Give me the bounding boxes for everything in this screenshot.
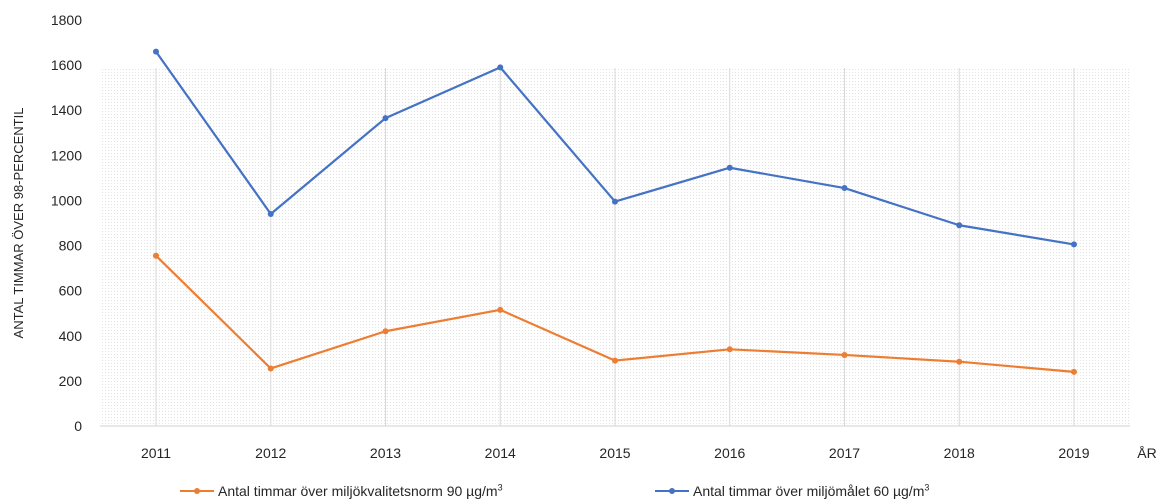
series-2-point-2011: [153, 48, 159, 55]
x-axis-ticks: 2011 2012 2013 2014 2015 2016 2017 2018 2019: [141, 445, 1090, 461]
x-tick-2016: 2016: [714, 445, 745, 461]
series-2: [153, 48, 1077, 248]
y-tick-1000: 1000: [51, 192, 82, 208]
y-tick-200: 200: [59, 373, 83, 389]
series-1-point-2013: [382, 328, 389, 335]
series-2-point-2019: [1071, 241, 1077, 248]
y-axis-ticks: 0 200 400 600 800 1000 1200 1400 1600 1800: [51, 12, 82, 434]
series-2-point-2015: [612, 198, 618, 205]
series-1-point-2012: [267, 365, 274, 372]
x-tick-2011: 2011: [141, 445, 171, 461]
y-tick-1400: 1400: [51, 102, 82, 118]
legend-label-series-2: Antal timmar över miljömålet 60 µg/m3: [693, 482, 930, 499]
series-2-point-2017: [841, 185, 848, 192]
series-1-point-2011: [153, 252, 159, 259]
x-tick-2018: 2018: [944, 445, 975, 461]
y-tick-1200: 1200: [51, 147, 82, 163]
series-1-point-2017: [841, 351, 848, 358]
x-tick-2015: 2015: [599, 445, 630, 461]
legend-swatch-blue: [655, 485, 689, 497]
x-tick-2014: 2014: [485, 445, 516, 461]
y-tick-800: 800: [59, 238, 83, 254]
legend-item-series-2: Antal timmar över miljömålet 60 µg/m3: [655, 482, 929, 500]
x-tick-2013: 2013: [370, 445, 401, 461]
series-1-point-2019: [1071, 368, 1077, 375]
y-tick-600: 600: [59, 283, 83, 299]
y-axis-label: ANTAL TIMMAR ÖVER 98-PERCENTIL: [11, 108, 26, 339]
legend-label-series-1: Antal timmar över miljökvalitetsnorm 90 …: [218, 482, 503, 499]
y-tick-400: 400: [59, 328, 83, 344]
series-group: [153, 48, 1077, 375]
series-1-point-2016: [726, 346, 733, 353]
series-2-point-2016: [726, 164, 733, 171]
legend-swatch-orange: [180, 485, 214, 497]
series-2-point-2018: [956, 222, 963, 229]
series-1: [153, 252, 1077, 375]
legend-item-series-1: Antal timmar över miljökvalitetsnorm 90 …: [180, 482, 503, 500]
series-1-point-2018: [956, 358, 963, 365]
gridlines: [100, 68, 1130, 427]
series-1-point-2015: [612, 357, 618, 364]
series-2-point-2013: [382, 115, 389, 122]
y-tick-1800: 1800: [51, 12, 82, 28]
series-1-point-2014: [497, 306, 504, 313]
x-tick-2017: 2017: [829, 445, 860, 461]
x-tick-2012: 2012: [255, 445, 286, 461]
series-2-point-2012: [267, 210, 274, 217]
series-2-point-2014: [497, 64, 504, 71]
x-axis-label: ÅR: [1137, 445, 1156, 461]
y-tick-0: 0: [74, 418, 82, 434]
x-tick-2019: 2019: [1058, 445, 1089, 461]
y-tick-1600: 1600: [51, 57, 82, 73]
